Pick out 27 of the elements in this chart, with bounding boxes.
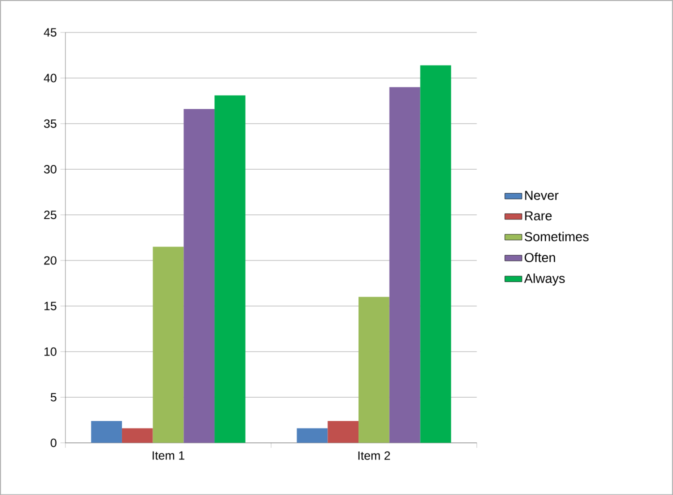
bar: [214, 95, 246, 443]
legend-label: Sometimes: [524, 232, 589, 242]
y-tick-label: 45: [44, 28, 56, 36]
bar: [152, 246, 184, 443]
x-tick-label: Item 1: [152, 451, 184, 460]
y-tick-label: 15: [44, 302, 56, 310]
bar: [91, 420, 122, 443]
bar: [122, 428, 153, 443]
bar: [358, 296, 390, 443]
y-tick-label: 20: [44, 256, 56, 265]
bar: [184, 108, 215, 443]
y-tick-label: 10: [44, 347, 56, 356]
bar: [296, 428, 328, 443]
bar: [328, 420, 359, 443]
y-tick-label: 40: [44, 74, 56, 82]
legend-label: Always: [524, 273, 565, 286]
y-tick-label: 5: [50, 392, 56, 402]
y-tick-label: 30: [44, 164, 56, 174]
y-tick-label: 25: [44, 210, 56, 219]
legend-label: Never: [525, 190, 559, 200]
x-tick-label: Item 2: [358, 451, 390, 460]
legend-label: Often: [524, 252, 556, 262]
legend-label: Rare: [525, 211, 552, 220]
y-tick-label: 0: [50, 438, 56, 447]
bar: [420, 65, 452, 443]
bar: [389, 87, 420, 443]
y-tick-label: 35: [44, 119, 56, 128]
